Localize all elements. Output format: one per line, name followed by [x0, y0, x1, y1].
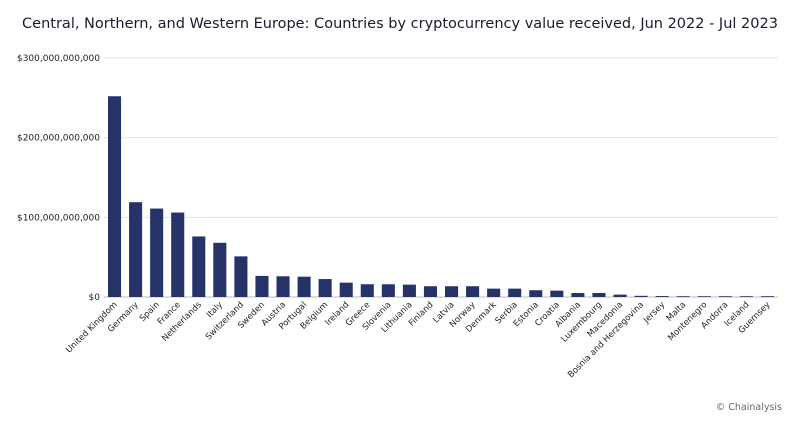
bar: [171, 212, 185, 297]
bar: [255, 275, 269, 297]
bar: [634, 295, 648, 297]
bar: [718, 296, 732, 297]
chainalysis-credit: © Chainalysis: [715, 402, 782, 413]
bars: [108, 96, 774, 298]
bar: [360, 284, 374, 297]
x-axis: United KingdomGermanySpainFranceNetherla…: [64, 300, 772, 380]
x-tick-label: Jersey: [641, 300, 667, 326]
bar: [276, 276, 290, 297]
y-tick-label: $100,000,000,000: [17, 213, 100, 223]
bar: [655, 296, 669, 297]
bar: [529, 290, 543, 297]
bar: [150, 208, 164, 297]
bar: [550, 290, 564, 297]
bar: [423, 286, 437, 297]
y-axis: $0 $100,000,000,000 $200,000,000,000 $300,0…: [17, 54, 100, 303]
bar: [592, 293, 606, 297]
bar: [297, 276, 311, 297]
bar: [508, 288, 522, 297]
bar: [571, 293, 585, 297]
bar: [129, 202, 143, 297]
bar: [108, 96, 122, 298]
y-tick-label: $300,000,000,000: [17, 54, 100, 64]
y-tick-label: $0: [89, 293, 101, 303]
bar: [192, 236, 206, 297]
bar: [318, 279, 332, 297]
bar: [213, 242, 227, 297]
bar: [487, 288, 501, 297]
bar: [402, 284, 416, 297]
bar: [234, 256, 248, 297]
bar: [466, 286, 480, 297]
bar: [381, 284, 395, 297]
bar: [739, 296, 753, 297]
bar: [697, 296, 711, 297]
bar: [445, 286, 459, 297]
y-tick-label: $200,000,000,000: [17, 134, 100, 144]
bar: [339, 282, 353, 297]
bar: [613, 294, 627, 297]
bar: [676, 296, 690, 297]
chart-title: Central, Northern, and Western Europe: C…: [22, 16, 778, 32]
bar: [760, 296, 774, 297]
